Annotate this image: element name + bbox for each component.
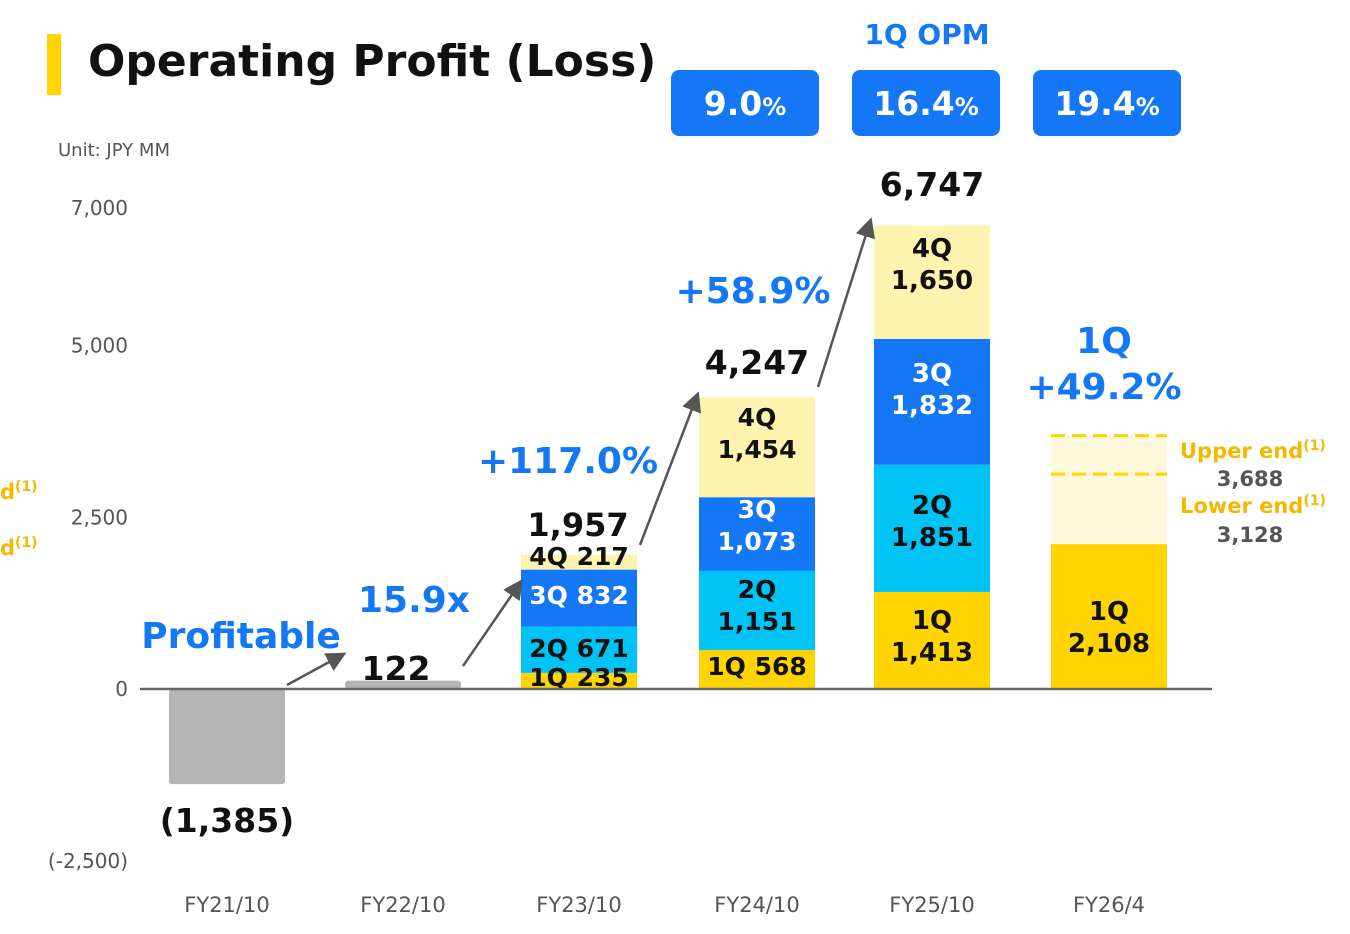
bar-segment-1q: [874, 591, 990, 689]
bar-segment-4q: [521, 554, 637, 570]
segment-label-q1: 1Q 568: [707, 652, 807, 681]
x-category-label: FY26/4: [1073, 893, 1145, 917]
segment-label-q2: 2Q 1,151: [717, 575, 796, 636]
growth-arrow: [461, 578, 523, 667]
segment-label-q1: 1Q 1,413: [891, 606, 973, 668]
growth-arrow: [286, 652, 347, 687]
bar-total-label: (1,385): [160, 801, 295, 840]
segment-label-q4: 4Q 1,650: [891, 234, 973, 296]
segment-label-q4: 4Q 1,454: [717, 403, 796, 464]
growth-arrow: [638, 391, 701, 546]
bar-segment-1q: [699, 649, 815, 689]
bar-segment-2q: [521, 626, 637, 673]
unit-label: Unit: JPY MM: [58, 140, 170, 161]
bar-total-label: 6,747: [880, 165, 984, 204]
chart-title: Operating Profit (Loss): [88, 36, 657, 87]
segment-label-q1: 1Q 235: [529, 663, 629, 692]
opm-value: 19.4: [1054, 83, 1136, 123]
opm-header: 1Q OPM: [864, 18, 990, 51]
forecast-upper-value: 3,688: [1217, 467, 1283, 491]
x-category-label: FY23/10: [536, 893, 621, 917]
edge-label-lower: d(1): [0, 535, 38, 560]
growth-label: 1Q +49.2%: [1026, 321, 1181, 408]
segment-label-q4: 4Q 217: [529, 542, 629, 571]
bar-segment-3q: [699, 497, 815, 571]
y-tick-label: 2,500: [71, 505, 128, 529]
segment-label-q3: 3Q 1,832: [891, 359, 973, 421]
bar-total-label: 4,247: [705, 343, 809, 382]
segment-label-q3: 3Q 832: [529, 581, 629, 610]
opm-badge-fy26: 19.4%: [1033, 70, 1181, 136]
bar-fy22-profit: [345, 680, 461, 689]
forecast-lower-value: 3,128: [1217, 523, 1283, 547]
bar-segment-1q: [521, 672, 637, 689]
opm-percent-sign: %: [1135, 93, 1160, 121]
segment-label-q3: 3Q 1,073: [717, 495, 796, 556]
opm-badge-fy24: 9.0%: [671, 70, 819, 136]
x-category-label: FY22/10: [360, 893, 445, 917]
bar-segment-2q: [699, 570, 815, 650]
title-accent-bar: [47, 34, 61, 95]
opm-badge-fy25: 16.4%: [852, 70, 1000, 136]
opm-value: 16.4: [873, 83, 955, 123]
growth-label: +117.0%: [478, 441, 658, 482]
bar-segment-3q: [521, 569, 637, 627]
x-category-label: FY21/10: [184, 893, 269, 917]
x-category-label: FY25/10: [889, 893, 974, 917]
growth-arrow: [816, 217, 876, 388]
bar-total-label: 122: [362, 649, 431, 688]
y-tick-label: 0: [115, 677, 128, 701]
x-category-label: FY24/10: [714, 893, 799, 917]
segment-label-q2: 2Q 1,851: [891, 491, 973, 553]
edge-label-upper: d(1): [0, 479, 38, 504]
y-tick-label: 7,000: [71, 196, 128, 220]
bar-segment-1q: [1051, 544, 1167, 689]
growth-label: 15.9x: [358, 580, 470, 621]
bar-total-label: 1,957: [527, 506, 628, 544]
forecast-upper-label: Upper end(1): [1180, 438, 1326, 463]
segment-label-q2: 2Q 671: [529, 634, 629, 663]
bar-segment-4q: [874, 225, 990, 339]
opm-percent-sign: %: [954, 93, 979, 121]
y-tick-label: (-2,500): [48, 849, 128, 873]
opm-value: 9.0: [703, 83, 763, 123]
growth-label: +58.9%: [675, 271, 830, 312]
y-tick-label: 5,000: [71, 334, 128, 358]
bar-segment-2q: [874, 464, 990, 592]
forecast-lower-label: Lower end(1): [1180, 493, 1326, 518]
growth-label: Profitable: [141, 616, 341, 657]
bar-segment-3q: [874, 338, 990, 465]
segment-label-q1: 1Q 2,108: [1068, 597, 1150, 659]
bar-fy21-loss: [169, 689, 285, 785]
opm-percent-sign: %: [762, 93, 787, 121]
bar-segment-4q: [699, 397, 815, 498]
